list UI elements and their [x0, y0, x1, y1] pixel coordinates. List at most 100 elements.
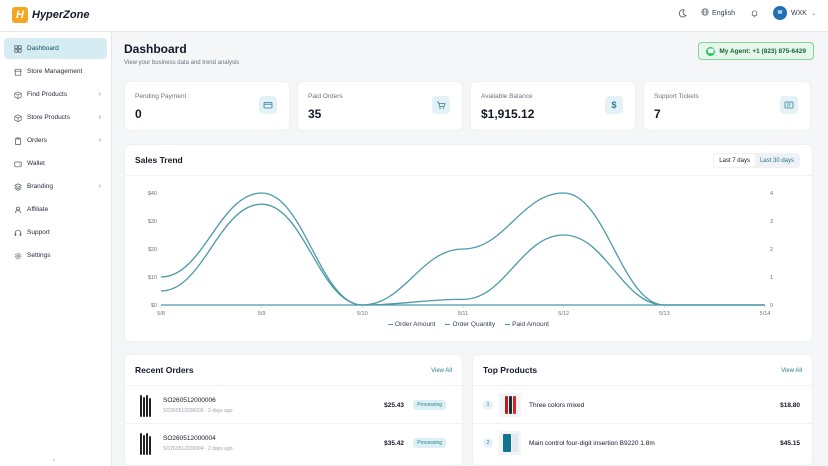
range-toggle: Last 7 days Last 30 days: [713, 153, 800, 168]
product-price: $18.80: [780, 402, 800, 409]
sidebar-item-label: Orders: [27, 137, 47, 144]
table-row[interactable]: SO260512000006 SO260512000006 · 2 days a…: [125, 385, 462, 423]
box-icon: [13, 90, 22, 99]
page-subtitle: View your business data and trend analys…: [124, 60, 240, 66]
chart-legend: Order Amount Order Quantity Paid Amount: [125, 321, 812, 328]
status-badge: Processing: [413, 438, 446, 448]
sidebar-item-branding[interactable]: Branding ›: [4, 176, 107, 197]
stat-label: Support Tickets: [654, 93, 699, 100]
range-7-days[interactable]: Last 7 days: [714, 154, 755, 167]
y-right-tick-label: 0: [770, 303, 773, 309]
store-icon: [13, 67, 22, 76]
stat-label: Pending Payment: [135, 93, 187, 100]
sidebar-item-dashboard[interactable]: Dashboard: [4, 38, 107, 59]
stat-value: 35: [308, 107, 322, 121]
legend-swatch: [388, 323, 394, 326]
headset-icon: [13, 228, 22, 237]
x-tick-label: 5/13: [659, 311, 670, 317]
x-tick-label: 5/11: [458, 311, 468, 317]
sidebar-item-label: Wallet: [27, 160, 45, 167]
rank-badge: 2: [483, 438, 493, 448]
avatar: W: [773, 6, 788, 20]
y-right-tick-label: 2: [770, 247, 773, 253]
y-left-tick-label: $10: [148, 275, 157, 281]
stat-card-balance[interactable]: Available Balance $1,915.12 $: [470, 81, 636, 131]
list-item[interactable]: 1 Three colors mixed $18.80: [473, 385, 812, 423]
series-line-order-amount: [160, 203, 765, 306]
table-row[interactable]: SO260512000004 SO260512000004 · 2 days a…: [125, 423, 462, 461]
product-thumbnail: [135, 431, 155, 455]
view-all-orders-link[interactable]: View All: [431, 368, 452, 374]
wallet-icon: [13, 159, 22, 168]
whatsapp-icon: ☎: [706, 46, 716, 56]
stat-value: 0: [135, 107, 142, 121]
product-thumbnail: [135, 393, 155, 417]
status-badge: Processing: [413, 400, 446, 410]
agent-label: My Agent: +1 (823) 875-6429: [719, 47, 806, 55]
sidebar-item-store-management[interactable]: Store Management: [4, 61, 107, 82]
y-right-tick-label: 3: [770, 219, 773, 225]
user-name: WXK: [791, 9, 807, 17]
chevron-right-icon: ›: [98, 137, 101, 144]
app-logo[interactable]: H HyperZone: [12, 7, 89, 23]
sidebar-item-support[interactable]: Support: [4, 222, 107, 243]
moon-icon[interactable]: [675, 6, 689, 20]
stat-label: Paid Orders: [308, 93, 343, 100]
sidebar: Dashboard Store Management Find Products › S…: [0, 32, 112, 466]
cart-icon: [432, 96, 450, 114]
stat-label: Available Balance: [481, 93, 533, 100]
range-30-days[interactable]: Last 30 days: [759, 157, 794, 164]
order-amount: $25.43: [384, 402, 404, 409]
y-left-tick-label: $0: [151, 303, 157, 309]
sidebar-item-label: Affiliate: [27, 206, 49, 213]
product-price: $45.15: [780, 440, 800, 447]
sidebar-item-label: Dashboard: [27, 45, 59, 52]
sidebar-item-find-products[interactable]: Find Products ›: [4, 84, 107, 105]
sidebar-item-label: Settings: [27, 252, 51, 259]
sidebar-item-affiliate[interactable]: Affiliate: [4, 199, 107, 220]
sidebar-item-label: Store Products: [27, 114, 70, 121]
divider: [125, 175, 812, 176]
sidebar-item-label: Branding: [27, 183, 54, 190]
user-menu[interactable]: W WXK ⌄: [773, 6, 816, 20]
x-tick-label: 5/9: [258, 311, 266, 317]
legend-item[interactable]: Order Quantity: [445, 321, 495, 328]
legend-item[interactable]: Order Amount: [388, 321, 435, 328]
collapse-sidebar-icon[interactable]: ‹: [53, 458, 55, 464]
language-label: English: [712, 9, 736, 17]
sidebar-item-orders[interactable]: Orders ›: [4, 130, 107, 151]
bell-icon[interactable]: [747, 6, 761, 20]
clipboard-icon: [13, 136, 22, 145]
y-left-tick-label: $40: [148, 191, 157, 197]
legend-item[interactable]: Paid Amount: [505, 321, 549, 328]
main-content: Dashboard View your business data and tr…: [112, 32, 828, 466]
layers-icon: [13, 182, 22, 191]
language-selector[interactable]: English: [701, 8, 735, 18]
y-left-tick-label: $20: [148, 247, 157, 253]
y-right-tick-label: 1: [770, 275, 773, 281]
top-products-card: Top Products View All 1 Three colors mix…: [472, 354, 813, 466]
sidebar-item-store-products[interactable]: Store Products ›: [4, 107, 107, 128]
section-title: Sales Trend: [135, 155, 183, 165]
list-item[interactable]: 2 Main control four-digit insertion B922…: [473, 423, 812, 461]
agent-contact-button[interactable]: ☎ My Agent: +1 (823) 875-6429: [698, 42, 814, 60]
section-title: Top Products: [483, 365, 538, 375]
x-tick-label: 5/14: [760, 311, 771, 317]
stat-card-tickets[interactable]: Support Tickets 7: [643, 81, 811, 131]
globe-icon: [701, 8, 709, 18]
stat-card-pending[interactable]: Pending Payment 0: [124, 81, 290, 131]
stat-card-paid-orders[interactable]: Paid Orders 35: [297, 81, 463, 131]
sidebar-item-settings[interactable]: Settings: [4, 245, 107, 266]
order-id: SO260512000004: [163, 435, 216, 442]
legend-label: Paid Amount: [512, 321, 549, 328]
ticket-icon: [780, 96, 798, 114]
view-all-products-link[interactable]: View All: [781, 368, 802, 374]
logo-mark: H: [12, 7, 28, 23]
order-meta: SO260512000006 · 2 days ago: [163, 408, 233, 414]
legend-label: Order Quantity: [452, 321, 496, 328]
product-name: Three colors mixed: [529, 402, 585, 409]
sidebar-item-wallet[interactable]: Wallet: [4, 153, 107, 174]
page-title: Dashboard: [124, 42, 187, 56]
order-amount: $35.42: [384, 440, 404, 447]
user-icon: [13, 205, 22, 214]
